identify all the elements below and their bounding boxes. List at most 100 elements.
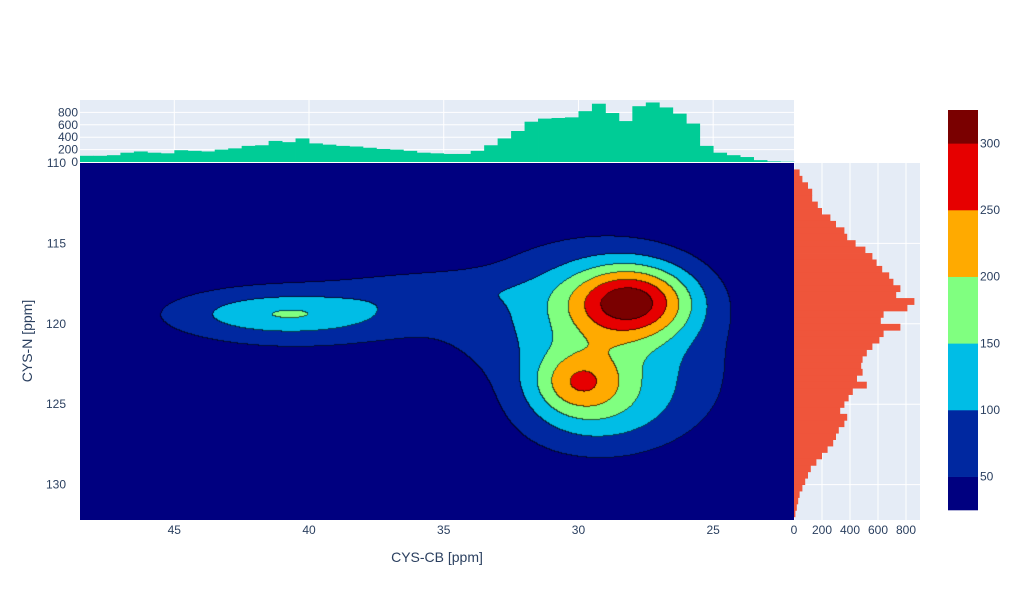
x-histogram-bar (389, 149, 404, 162)
x-histogram-bar (538, 118, 552, 162)
x-histogram-bar (309, 143, 323, 162)
x-histogram-bar (214, 149, 229, 162)
y-histogram-bar (794, 407, 841, 415)
x-histogram-bar (255, 145, 270, 162)
x-histogram-bar (605, 113, 620, 162)
y-histogram-x-tick-label: 800 (896, 523, 916, 537)
x-histogram-bar (457, 153, 472, 162)
x-histogram-bar (80, 155, 94, 162)
x-histogram-bar (93, 155, 108, 162)
x-histogram-bar (672, 113, 687, 162)
x-histogram-y-tick-label: 400 (58, 130, 78, 144)
y-axis-title: CYS-N [ppm] (19, 300, 35, 382)
y-histogram-bar (794, 246, 866, 254)
x-histogram-bar (564, 117, 579, 162)
x-histogram-bar (511, 131, 525, 162)
colorbar-swatch (948, 143, 978, 211)
x-histogram-bar (726, 155, 741, 162)
y-histogram-bar (794, 458, 817, 466)
x-histogram-bar (470, 150, 485, 162)
x-histogram-bar (403, 150, 418, 162)
y-axis-tick-label: 130 (46, 478, 66, 492)
y-histogram-bar (794, 439, 834, 447)
x-histogram-bar (187, 150, 202, 162)
colorbar-swatches (948, 110, 978, 511)
x-histogram-bar (120, 152, 135, 162)
y-axis-ticks: 115 120 125 130 110 (46, 156, 66, 492)
x-histogram-bar (282, 142, 296, 162)
y-histogram-bar (794, 188, 813, 196)
y-histogram-panel: 0 200 400 600 800 (791, 163, 920, 537)
x-histogram-bar (713, 152, 728, 162)
x-histogram-y-tick-label: 800 (58, 105, 78, 119)
y-histogram-bar (794, 420, 845, 428)
y-histogram-bar (794, 208, 822, 215)
x-histogram-bar (322, 144, 337, 162)
y-histogram-bar (794, 272, 890, 280)
y-histogram-bar (794, 298, 915, 305)
y-histogram-bar (794, 195, 813, 202)
x-histogram-bar (645, 102, 660, 162)
y-histogram-bar (794, 388, 853, 395)
x-histogram-bar (295, 138, 310, 162)
y-histogram-bar (794, 201, 818, 209)
y-histogram-bar (794, 310, 884, 318)
x-histogram-bar (416, 152, 431, 162)
x-histogram-bar (160, 153, 175, 162)
colorbar-tick-label: 250 (980, 203, 1000, 217)
y-histogram-bar (794, 478, 806, 486)
y-histogram-bar (794, 452, 822, 460)
y-axis-tick-label: 110 (47, 156, 66, 170)
x-histogram-bar (349, 146, 364, 162)
x-histogram-y-tick-label: 600 (58, 118, 78, 132)
y-histogram-bar (794, 465, 811, 473)
x-histogram-bar (632, 106, 647, 162)
y-histogram-bar (794, 433, 836, 440)
x-axis-tick-label: 40 (302, 523, 316, 537)
colorbar-tick-label: 200 (980, 270, 1000, 284)
x-histogram-bar (268, 140, 283, 162)
x-axis-tick-label: 30 (572, 523, 586, 537)
colorbar-swatch (948, 210, 978, 277)
x-histogram-bar (524, 121, 539, 162)
x-histogram-bar (740, 157, 754, 162)
y-axis-tick-label: 115 (47, 236, 66, 250)
y-histogram-bar (794, 240, 856, 248)
x-histogram-bar (767, 161, 781, 162)
y-histogram-bars (794, 169, 915, 518)
y-histogram-bar (794, 471, 808, 479)
x-histogram-bar (228, 148, 243, 162)
y-histogram-bar (794, 484, 803, 492)
y-histogram-bar (794, 285, 901, 293)
x-histogram-bars (80, 102, 795, 162)
x-axis-tick-label: 25 (706, 523, 720, 537)
y-histogram-bar (794, 214, 831, 222)
y-histogram-x-tick-label: 400 (840, 523, 860, 537)
x-axis-ticks: 45 40 35 30 25 (168, 523, 721, 537)
y-histogram-bar (794, 336, 880, 344)
colorbar-swatch (948, 276, 978, 344)
x-histogram-bar (443, 153, 458, 162)
x-histogram-bar (174, 150, 189, 162)
colorbar-tick-label: 150 (980, 336, 1000, 350)
x-histogram-bar (578, 111, 593, 162)
y-histogram-bar (794, 278, 894, 286)
x-histogram-bar (686, 123, 701, 162)
y-histogram-bar (794, 291, 897, 299)
colorbar-swatch (948, 410, 978, 477)
y-histogram-bar (794, 497, 799, 505)
y-histogram-bar (794, 182, 808, 190)
y-histogram-bar (794, 220, 836, 228)
x-histogram-bar (618, 121, 633, 162)
y-histogram-bar (794, 227, 845, 235)
colorbar-tick-label: 300 (980, 136, 1000, 150)
x-axis-title: CYS-CB [ppm] (391, 549, 483, 565)
y-histogram-bar (794, 413, 848, 421)
x-histogram-bar (484, 145, 499, 162)
y-axis-tick-label: 125 (46, 397, 66, 411)
y-histogram-bar (794, 446, 828, 453)
y-histogram-x-tick-label: 600 (868, 523, 888, 537)
colorbar-swatch (948, 343, 978, 411)
y-histogram-bar (794, 317, 881, 325)
